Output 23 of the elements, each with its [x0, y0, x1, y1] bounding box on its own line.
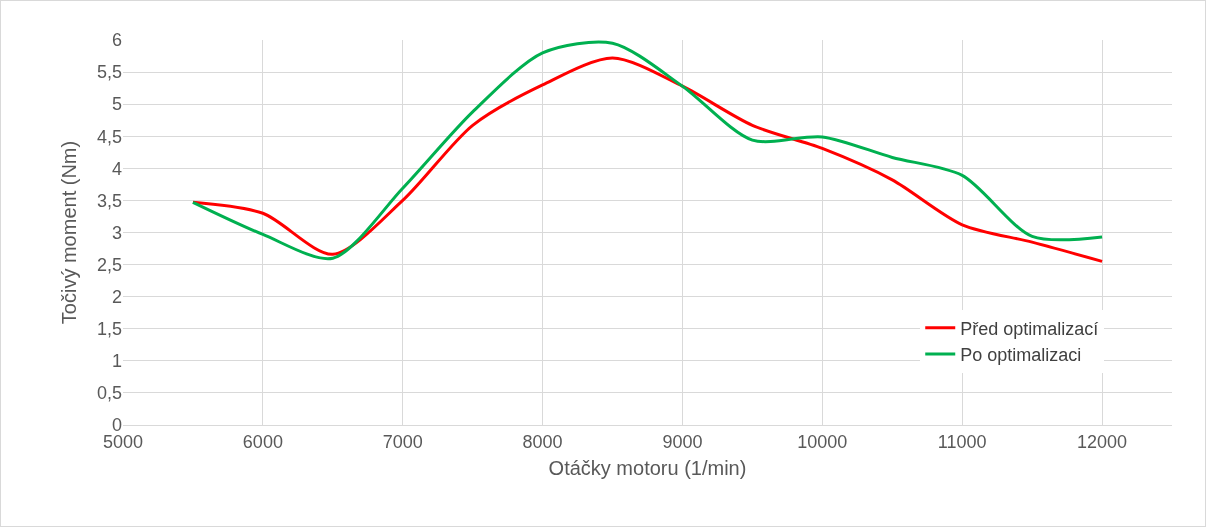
x-tick-label: 11000 [937, 431, 987, 452]
y-tick-label: 0,5 [96, 383, 122, 404]
x-axis-title: Otáčky motoru (1/min) [548, 457, 747, 480]
y-axis-title: Točivý moment (Nm) [58, 140, 81, 325]
y-tick-label: 4,5 [96, 126, 122, 147]
y-tick-label: 3,5 [96, 190, 122, 211]
y-tick-label: 6 [111, 30, 122, 51]
y-tick-label: 2,5 [96, 254, 122, 275]
y-tick-label: 2 [111, 286, 122, 307]
x-tick-label: 12000 [1077, 431, 1128, 452]
y-tick-label: 1,5 [96, 319, 122, 340]
x-tick-label: 7000 [382, 431, 423, 452]
x-tick-label: 10000 [797, 431, 848, 452]
x-tick-label: 9000 [662, 431, 703, 452]
y-tick-label: 5 [111, 94, 122, 115]
y-tick-label: 1 [111, 351, 122, 372]
legend-label: Před optimalizací [960, 318, 1099, 339]
x-tick-label: 6000 [242, 431, 283, 452]
y-tick-label: 3 [111, 222, 122, 243]
y-tick-label: 5,5 [96, 62, 122, 83]
x-tick-label: 8000 [522, 431, 563, 452]
legend-label: Po optimalizaci [960, 345, 1082, 366]
y-tick-label: 4 [111, 158, 122, 179]
